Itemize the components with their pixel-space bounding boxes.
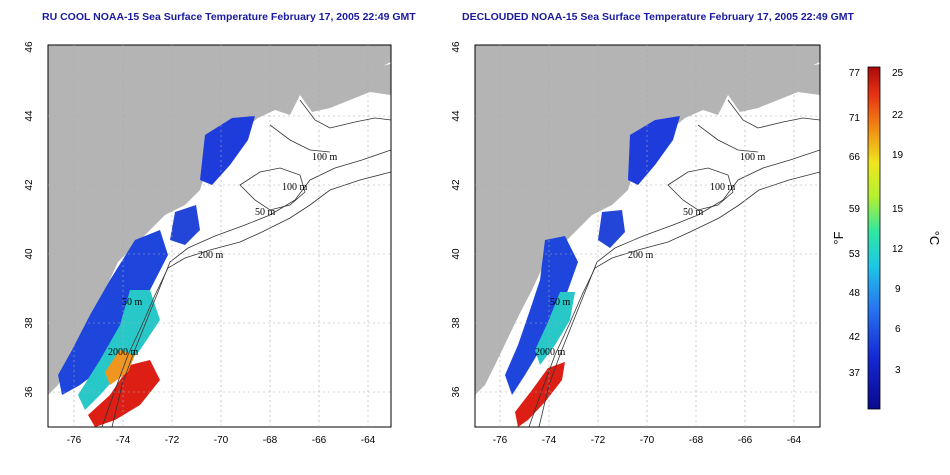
colorbar-gradient <box>867 66 881 410</box>
y-tick-label: 38 <box>24 317 35 329</box>
colorbar-c-tick: 12 <box>892 244 904 255</box>
map-title-left: RU COOL NOAA-15 Sea Surface Temperature … <box>42 11 416 23</box>
y-tick-label: 40 <box>24 248 35 260</box>
x-tick-label: -76 <box>67 435 82 446</box>
bathymetry-contour <box>528 171 820 427</box>
nova-scotia <box>728 64 820 112</box>
colorbar-c-tick: 15 <box>892 204 904 215</box>
x-tick-label: -66 <box>312 435 327 446</box>
map-panel-left: 100 m 100 m 50 m 200 m 50 m 2000 m -76 -… <box>24 41 392 446</box>
contour-label: 50 m <box>122 297 143 308</box>
cold-water-patch <box>505 236 578 395</box>
y-tick-label: 46 <box>451 41 462 53</box>
contour-label: 2000 m <box>535 347 566 358</box>
colorbar-c-tick: 25 <box>892 68 904 79</box>
warm-water-patch <box>535 292 575 365</box>
contour-label: 100 m <box>282 182 308 193</box>
x-tick-label: -64 <box>361 435 376 446</box>
map-panel-right: 100 m 100 m 50 m 200 m 50 m 2000 m -76 -… <box>451 41 821 446</box>
contour-label: 100 m <box>740 152 766 163</box>
warm-water-patch <box>105 350 135 385</box>
bathymetry-contour <box>111 149 391 427</box>
bathymetry-contour <box>101 171 391 427</box>
colorbar-c-tick: 3 <box>895 365 901 376</box>
landmass <box>475 45 820 395</box>
bathymetry-contour <box>239 99 391 211</box>
contour-label: 200 m <box>198 250 224 261</box>
colorbar-f-tick: 66 <box>849 152 861 163</box>
x-tick-label: -74 <box>116 435 131 446</box>
colorbar-f-tick: 71 <box>849 113 861 124</box>
y-tick-label: 44 <box>24 110 35 122</box>
x-tick-label: -68 <box>263 435 278 446</box>
x-tick-label: -72 <box>591 435 606 446</box>
warm-water-patch <box>88 360 160 427</box>
fahrenheit-unit-label: °F <box>831 231 846 244</box>
contour-label: 50 m <box>255 207 276 218</box>
colorbar-f-tick: 48 <box>849 288 861 299</box>
bathymetry-contour <box>538 149 820 427</box>
map-frame <box>474 44 821 428</box>
contour-label: 50 m <box>683 207 704 218</box>
y-tick-label: 42 <box>451 179 462 191</box>
x-tick-label: -70 <box>214 435 229 446</box>
colorbar-c-tick: 9 <box>895 284 901 295</box>
map-title-right: DECLOUDED NOAA-15 Sea Surface Temperatur… <box>462 11 854 23</box>
celsius-unit-label: °C <box>927 231 942 246</box>
cold-water-patch <box>598 210 625 248</box>
x-tick-label: -72 <box>165 435 180 446</box>
x-tick-label: -64 <box>787 435 802 446</box>
contour-label: 200 m <box>628 250 654 261</box>
x-tick-label: -68 <box>689 435 704 446</box>
cold-water-patch <box>628 116 680 185</box>
colorbar-f-tick: 37 <box>849 368 861 379</box>
cold-water-patch <box>200 116 255 185</box>
cold-water-patch <box>170 205 200 245</box>
y-tick-label: 46 <box>24 41 35 53</box>
x-tick-label: -66 <box>738 435 753 446</box>
map-frame <box>47 44 392 428</box>
colorbar-c-tick: 6 <box>895 324 901 335</box>
contour-label: 2000 m <box>108 347 139 358</box>
landmass <box>48 45 391 395</box>
x-tick-label: -70 <box>640 435 655 446</box>
y-tick-label: 42 <box>24 179 35 191</box>
bathymetry-contour <box>667 99 820 211</box>
grid-lines <box>48 45 391 427</box>
colorbar-f-tick: 59 <box>849 204 861 215</box>
warm-water-patch <box>78 290 160 410</box>
x-tick-label: -74 <box>542 435 557 446</box>
grid-lines <box>475 45 820 427</box>
contour-label: 100 m <box>312 152 338 163</box>
y-tick-label: 36 <box>24 386 35 398</box>
y-tick-label: 40 <box>451 248 462 260</box>
contour-label: 50 m <box>550 297 571 308</box>
y-tick-label: 44 <box>451 110 462 122</box>
y-tick-label: 38 <box>451 317 462 329</box>
colorbar-f-tick: 53 <box>849 249 861 260</box>
y-tick-label: 36 <box>451 386 462 398</box>
colorbar: 77 71 66 59 53 48 42 37 25 22 19 15 12 9… <box>831 66 942 410</box>
x-tick-label: -76 <box>493 435 508 446</box>
colorbar-f-tick: 77 <box>849 68 861 79</box>
colorbar-f-tick: 42 <box>849 332 861 343</box>
cold-water-patch <box>58 230 168 395</box>
colorbar-c-tick: 22 <box>892 110 904 121</box>
colorbar-c-tick: 19 <box>892 150 904 161</box>
contour-label: 100 m <box>710 182 736 193</box>
